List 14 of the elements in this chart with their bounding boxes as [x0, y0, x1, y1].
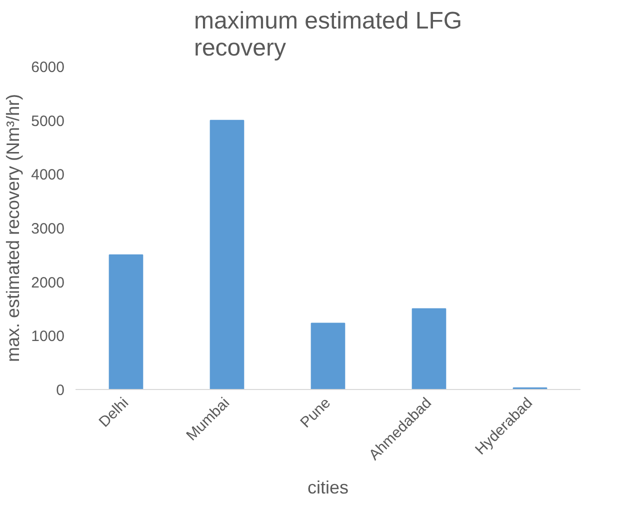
y-axis-title: max. estimated recovery (Nm³/hr) [3, 94, 24, 362]
x-axis-title: cities [307, 478, 349, 498]
bar [108, 254, 144, 390]
y-tick-label: 6000 [31, 59, 65, 76]
y-tick-label: 0 [56, 382, 64, 399]
bar [210, 120, 244, 390]
bar [412, 308, 446, 390]
y-tick-label: 3000 [31, 220, 65, 238]
y-tick-label: 2000 [31, 274, 65, 292]
y-tick-label: 1000 [31, 328, 65, 346]
bar [310, 322, 346, 390]
y-tick-label: 5000 [31, 112, 65, 130]
y-tick-label: 4000 [31, 166, 65, 184]
chart-title: maximum estimated LFG recovery [194, 8, 462, 62]
